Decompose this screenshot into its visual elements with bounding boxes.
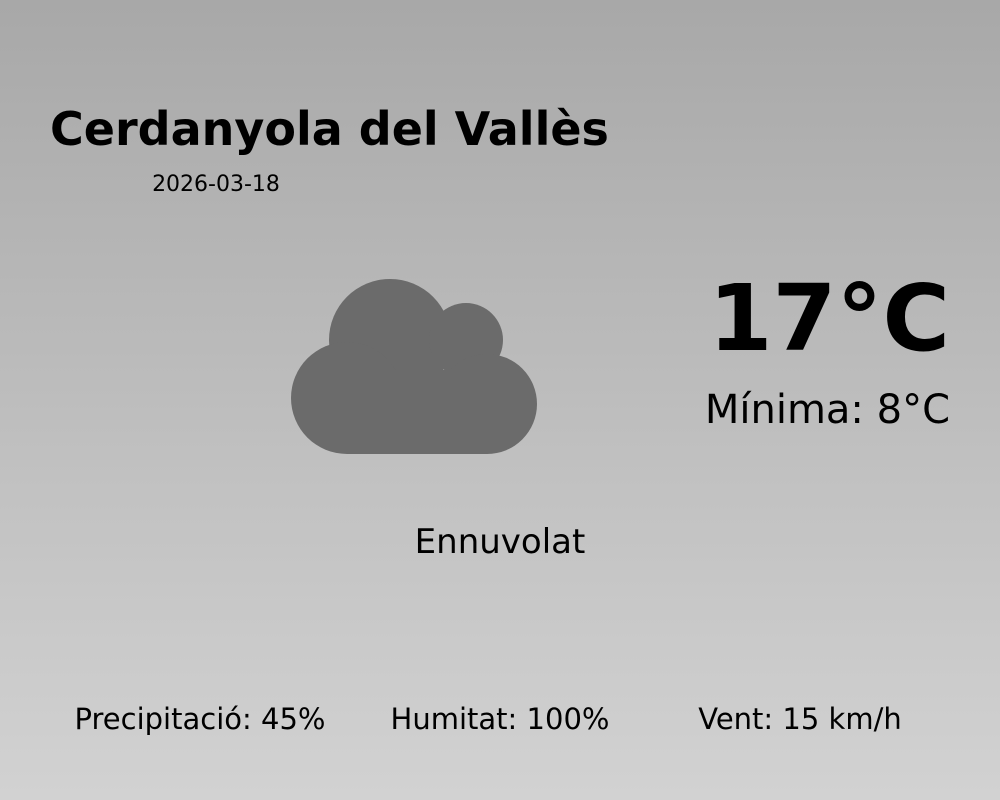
location-title: Cerdanyola del Vallès [50, 102, 609, 156]
forecast-date: 2026-03-18 [152, 172, 280, 197]
minimum-temperature: Mínima: 8°C [704, 387, 950, 433]
weather-condition: Ennuvolat [414, 522, 586, 562]
humidity-stat: Humitat: 100% [390, 702, 610, 736]
current-temperature: 17°C [708, 265, 950, 372]
wind-stat: Vent: 15 km/h [698, 702, 902, 736]
precipitation-stat: Precipitació: 45% [74, 702, 326, 736]
